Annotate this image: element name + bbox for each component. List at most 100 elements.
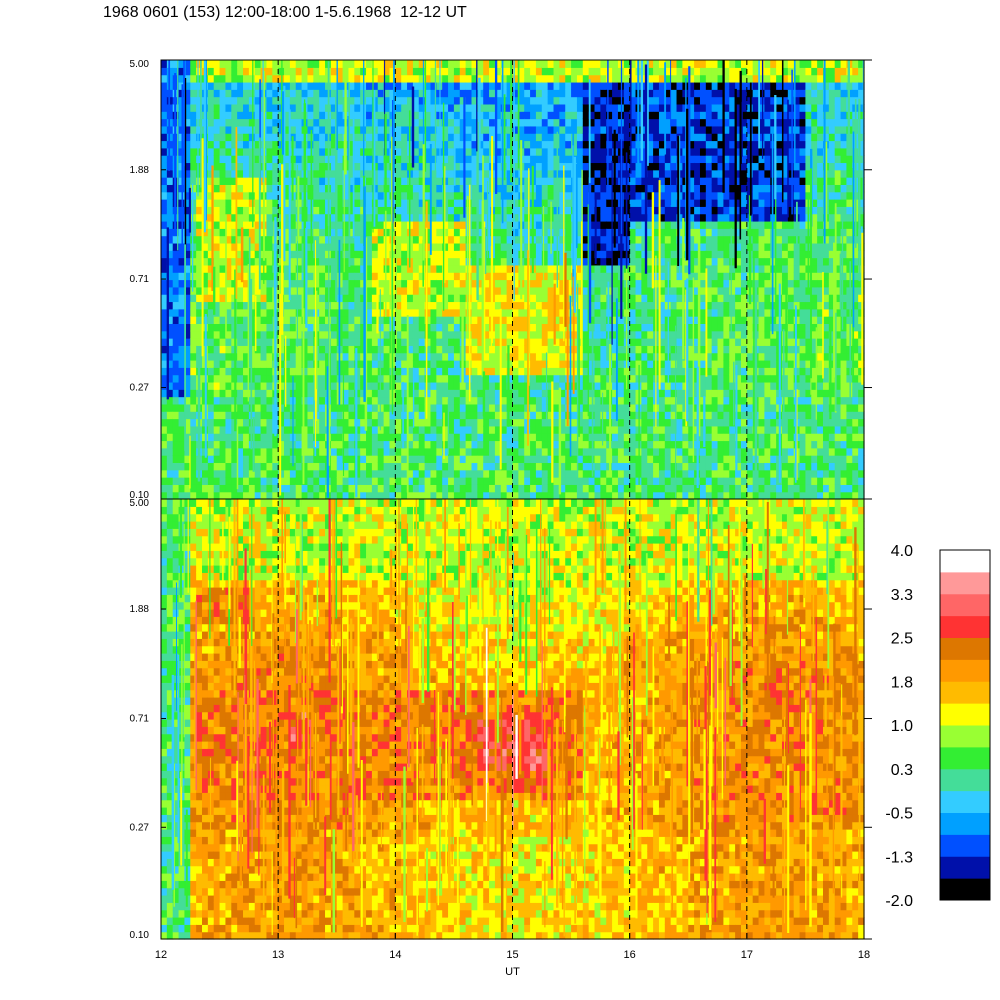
heatmap-cell	[225, 162, 232, 171]
heatmap-cell	[418, 418, 426, 427]
heatmap-cell	[248, 242, 256, 251]
heatmap-cell	[547, 352, 555, 361]
heatmap-cell	[459, 301, 467, 310]
heatmap-cell	[641, 162, 648, 171]
heatmap-cell	[307, 403, 314, 412]
heatmap-cell	[354, 89, 361, 98]
heatmap-cell	[436, 279, 443, 288]
heatmap-cell	[412, 359, 420, 368]
heatmap-cell	[219, 242, 227, 251]
heatmap-cell	[307, 381, 314, 390]
heatmap-cell	[243, 118, 250, 127]
heatmap-cell	[207, 184, 215, 193]
heatmap-cell	[430, 74, 437, 83]
heatmap-cell	[272, 81, 279, 90]
heatmap-cell	[477, 425, 484, 434]
heatmap-cell	[448, 440, 455, 449]
heatmap-cell	[524, 67, 531, 76]
heatmap-cell	[272, 155, 279, 164]
heatmap-cell	[377, 374, 385, 383]
heatmap-cell	[284, 447, 291, 456]
heatmap-cell	[401, 279, 408, 288]
heatmap-cell	[629, 359, 637, 368]
heatmap-cell	[377, 301, 385, 310]
heatmap-cell	[248, 60, 256, 68]
heatmap-cell	[172, 250, 180, 259]
heatmap-cell	[453, 440, 461, 449]
heatmap-cell	[260, 294, 268, 303]
heatmap-cell	[272, 455, 279, 464]
heatmap-cell	[196, 316, 203, 324]
heatmap-cell	[319, 184, 326, 193]
heatmap-cell	[395, 235, 402, 244]
heatmap-cell	[354, 81, 361, 90]
heatmap-cell	[266, 140, 273, 149]
heatmap-cell	[272, 60, 279, 68]
heatmap-cell	[377, 162, 385, 171]
heatmap-cell	[453, 381, 461, 390]
heatmap-cell	[272, 491, 279, 500]
heatmap-cell	[424, 491, 432, 500]
heatmap-cell	[295, 118, 303, 127]
heatmap-cell	[184, 89, 191, 98]
heatmap-cell	[600, 89, 607, 98]
heatmap-cell	[588, 169, 596, 178]
heatmap-cell	[465, 359, 473, 368]
heatmap-cell	[418, 381, 426, 390]
heatmap-cell	[166, 403, 174, 412]
heatmap-cell	[219, 433, 227, 442]
heatmap-cell	[307, 257, 314, 266]
heatmap-cell	[506, 155, 514, 164]
heatmap-cell	[330, 60, 338, 68]
heatmap-cell	[219, 67, 227, 76]
heatmap-cell	[377, 447, 385, 456]
heatmap-cell	[184, 447, 191, 456]
heatmap-cell	[366, 462, 373, 471]
heatmap-cell	[284, 491, 291, 500]
heatmap-cell	[289, 286, 297, 295]
heatmap-cell	[360, 484, 367, 493]
heatmap-cell	[442, 89, 449, 98]
heatmap-cell	[594, 294, 601, 303]
heatmap-cell	[606, 147, 613, 156]
heatmap-cell	[448, 491, 455, 500]
heatmap-cell	[453, 103, 461, 112]
heatmap-cell	[588, 484, 596, 493]
heatmap-cell	[266, 96, 273, 105]
heatmap-cell	[424, 440, 432, 449]
heatmap-cell	[512, 491, 519, 500]
heatmap-cell	[207, 272, 215, 281]
heatmap-cell	[506, 264, 514, 273]
heatmap-cell	[500, 220, 508, 229]
heatmap-cell	[442, 140, 449, 149]
heatmap-cell	[623, 447, 631, 456]
heatmap-cell	[547, 264, 555, 273]
heatmap-cell	[284, 403, 291, 412]
heatmap-cell	[207, 89, 215, 98]
heatmap-cell	[184, 462, 191, 471]
heatmap-cell	[442, 96, 449, 105]
heatmap-cell	[307, 89, 314, 98]
heatmap-cell	[237, 118, 244, 127]
heatmap-cell	[401, 411, 408, 420]
heatmap-cell	[248, 133, 256, 142]
heatmap-cell	[395, 111, 402, 120]
heatmap-cell	[565, 228, 572, 237]
heatmap-cell	[307, 96, 314, 105]
heatmap-cell	[401, 67, 408, 76]
heatmap-cell	[178, 286, 186, 295]
heatmap-cell	[301, 67, 309, 76]
heatmap-cell	[243, 206, 250, 215]
heatmap-cell	[506, 111, 514, 120]
heatmap-cell	[559, 469, 566, 478]
heatmap-cell	[319, 279, 326, 288]
heatmap-cell	[612, 89, 619, 98]
heatmap-cell	[629, 403, 637, 412]
heatmap-cell	[483, 440, 490, 449]
heatmap-cell	[424, 206, 432, 215]
heatmap-cell	[336, 67, 344, 76]
heatmap-cell	[248, 462, 256, 471]
heatmap-cell	[254, 484, 262, 493]
heatmap-cell	[448, 155, 455, 164]
heatmap-cell	[430, 286, 437, 295]
